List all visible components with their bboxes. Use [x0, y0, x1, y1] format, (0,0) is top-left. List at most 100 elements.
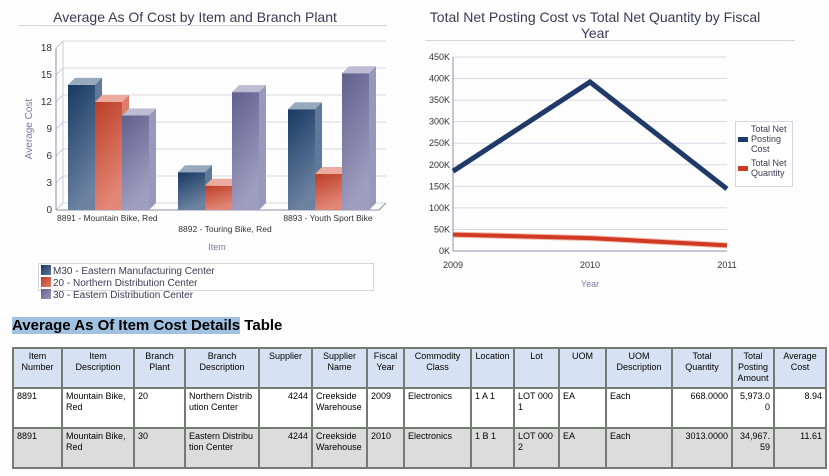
- legend-swatch: [41, 289, 51, 299]
- table-cell: 3013.0000: [671, 427, 733, 469]
- table-title-rest: Table: [240, 317, 283, 334]
- x-axis-title: Year: [581, 279, 599, 289]
- bar-top: [122, 108, 156, 116]
- table-cell: Electronics: [403, 387, 472, 429]
- table-cell: 2010: [366, 427, 405, 469]
- line-chart-legend: Total Net Posting Cost Total Net Quantity: [735, 121, 793, 187]
- legend-item: 20 - Northern Distribution Center: [41, 277, 198, 289]
- y-tick-label: 150K: [429, 181, 450, 191]
- line-chart-title: Total Net Posting Cost vs Total Net Quan…: [429, 9, 761, 41]
- column-header: Lot: [513, 347, 560, 389]
- legend-label: M30 - Eastern Manufacturing Center: [53, 266, 215, 277]
- bar-top: [95, 95, 129, 102]
- x-tick-label: 2011: [717, 260, 736, 270]
- y-tick-label: 200K: [429, 160, 450, 170]
- bar: [342, 73, 369, 210]
- table-cell: 4244: [258, 427, 313, 469]
- bar-top: [178, 165, 212, 173]
- y-tick-label: 300K: [429, 117, 450, 127]
- table-cell: 1 A 1: [470, 387, 515, 429]
- y-tick-label: 350K: [429, 95, 450, 105]
- table-cell: 34,967.59: [731, 427, 775, 469]
- y-tick-label: 15: [41, 70, 53, 81]
- table-cell: 8891: [12, 427, 63, 469]
- table-cell: Mountain Bike, Red: [61, 427, 135, 469]
- legend-swatch: [41, 265, 51, 275]
- bar-top: [232, 85, 266, 93]
- y-tick-label: 100K: [429, 203, 450, 213]
- bar: [68, 84, 95, 210]
- table-cell: LOT 0001: [513, 387, 560, 429]
- gridline-slant: [55, 67, 64, 76]
- table-cell: 8891: [12, 387, 63, 429]
- gridline-slant: [55, 148, 64, 157]
- column-header: Total Posting Amount: [731, 347, 775, 389]
- table-cell: 20: [133, 387, 186, 429]
- table-cell: 4244: [258, 387, 313, 429]
- column-header: Item Number: [12, 347, 63, 389]
- legend-swatch: [738, 136, 748, 142]
- y-tick-label: 450K: [429, 52, 450, 62]
- table-cell: Eastern Distribution Center: [184, 427, 260, 469]
- legend-item: 30 - Eastern Distribution Center: [41, 289, 367, 301]
- line-chart-title-rule: [425, 40, 795, 41]
- table-cell: 8.94: [773, 387, 827, 429]
- column-header: UOM Description: [605, 347, 673, 389]
- y-tick-label: 12: [41, 97, 53, 108]
- column-header: Total Quantity: [671, 347, 733, 389]
- bar: [122, 115, 149, 210]
- bar: [178, 172, 205, 210]
- table-header-row: Item Number Item Description Branch Plant B…: [12, 347, 827, 389]
- bar-top: [68, 77, 102, 85]
- bar-chart-title-rule: [19, 25, 387, 26]
- x-axis-slant: [378, 202, 387, 211]
- column-header: Commodity Class: [403, 347, 472, 389]
- table-cell: 2009: [366, 387, 405, 429]
- legend-item: M30 - Eastern Manufacturing Center: [41, 265, 215, 277]
- bar-chart: 0 3 6 9 12 15 18 8891 - Mountain Bike, Red 8892 …: [24, 40, 387, 252]
- legend-label: Total Net Quantity: [751, 158, 787, 178]
- table-cell: 11.61: [773, 427, 827, 469]
- table-cell: 668.0000: [671, 387, 733, 429]
- column-header: Supplier Name: [311, 347, 368, 389]
- legend-item: Total Net Quantity: [738, 158, 792, 178]
- bar-side: [369, 66, 376, 210]
- gridline-slant: [55, 40, 64, 49]
- column-header: Item Description: [61, 347, 135, 389]
- table-cell: EA: [558, 387, 607, 429]
- bar-top: [342, 66, 376, 74]
- y-tick-label: 3: [46, 178, 52, 189]
- table-cell: Each: [605, 427, 673, 469]
- column-header: Branch Plant: [133, 347, 186, 389]
- y-tick-label: 0K: [439, 246, 450, 256]
- bar: [288, 109, 315, 210]
- series-line: [451, 78, 729, 191]
- gridline-slant: [55, 202, 64, 211]
- table-cell: Creekside Warehouse: [311, 387, 368, 429]
- y-tick-label: 0: [46, 205, 52, 216]
- bar-top: [288, 102, 322, 110]
- column-header: Branch Description: [184, 347, 260, 389]
- column-header: UOM: [558, 347, 607, 389]
- table-cell: Mountain Bike, Red: [61, 387, 135, 429]
- y-tick-label: 18: [41, 43, 53, 54]
- column-header: Fiscal Year: [366, 347, 405, 389]
- bar-chart-legend: M30 - Eastern Manufacturing Center20 - N…: [38, 263, 374, 301]
- y-tick-label: 400K: [429, 74, 450, 84]
- column-header: Average Cost: [773, 347, 827, 389]
- x-tick-label: 8891 - Mountain Bike, Red: [57, 213, 158, 223]
- bar: [95, 102, 122, 210]
- legend-label: 20 - Northern Distribution Center: [53, 278, 198, 289]
- gridline-slant: [55, 94, 64, 103]
- bar-top: [315, 167, 349, 174]
- column-header: Location: [470, 347, 515, 389]
- x-tick-label: 8893 - Youth Sport Bike: [283, 213, 373, 223]
- bar-chart-title: Average As Of Cost by Item and Branch Pl…: [53, 9, 337, 25]
- y-tick-label: 6: [46, 151, 52, 162]
- table-cell: Each: [605, 387, 673, 429]
- gridline-slant: [55, 121, 64, 130]
- table-row: 8891 Mountain Bike, Red 20 Northern Distrib…: [12, 387, 827, 429]
- x-tick-label: 8892 - Touring Bike, Red: [178, 224, 272, 234]
- column-header: Supplier: [258, 347, 313, 389]
- table-section-title: Average As Of Item Cost Details Table: [12, 317, 282, 334]
